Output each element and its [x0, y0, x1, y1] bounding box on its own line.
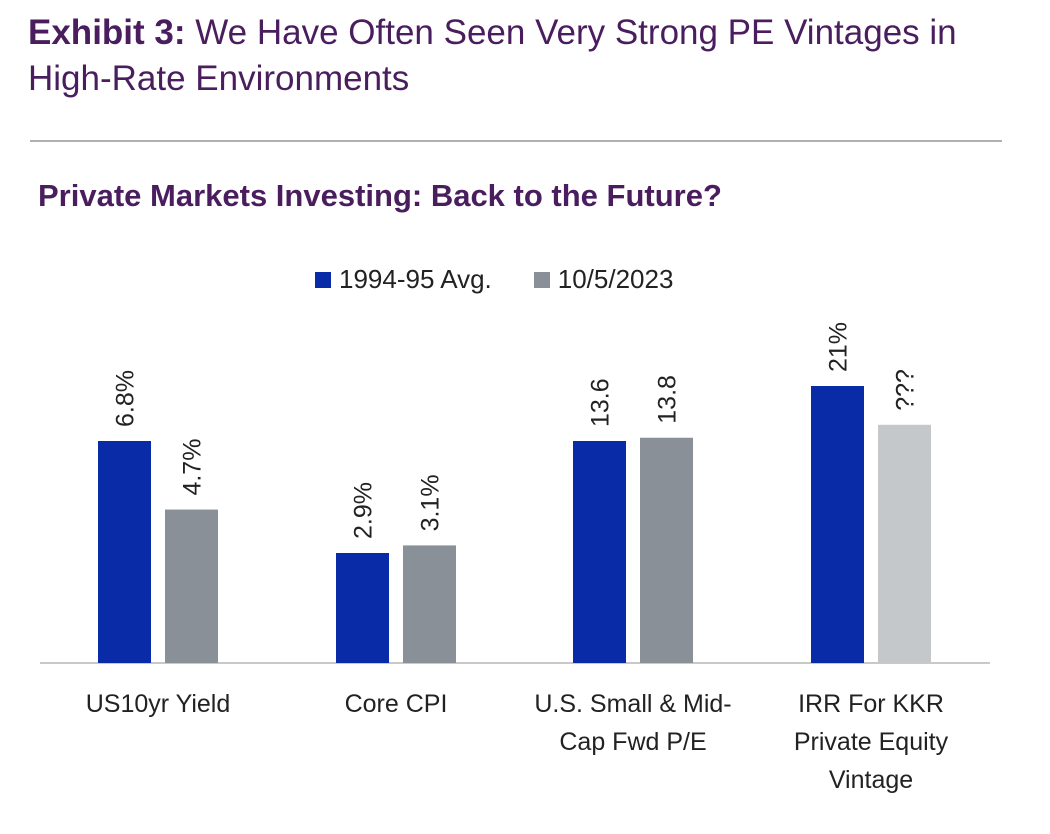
legend-item-2023: 10/5/2023	[533, 264, 674, 295]
legend-label-1994-95: 1994-95 Avg.	[339, 264, 492, 294]
x-tick-label-1: Core CPI	[344, 690, 448, 718]
data-label-bar-2023-3: ???	[892, 369, 920, 411]
bar-2023-0	[165, 509, 218, 663]
bar-2023-1	[403, 545, 456, 663]
data-label-bar-1994-95-1: 2.9%	[350, 482, 378, 539]
exhibit-title-text: We Have Often Seen Very Strong PE Vintag…	[28, 13, 957, 98]
chart-title: Private Markets Investing: Back to the F…	[38, 178, 722, 213]
legend-swatch-2023	[533, 271, 550, 288]
legend-item-1994-95: 1994-95 Avg.	[315, 264, 492, 295]
data-label-bar-2023-1: 3.1%	[417, 474, 445, 531]
data-label-bar-2023-2: 13.8	[654, 375, 682, 424]
legend-swatch-1994-95	[315, 271, 331, 288]
x-tick-label-0: US10yr Yield	[85, 690, 231, 718]
bar-1994-95-2	[573, 441, 626, 663]
chart-legend: 1994-95 Avg. 10/5/2023	[315, 264, 715, 295]
bar-1994-95-3	[811, 386, 864, 663]
bar-2023-2	[640, 437, 693, 663]
x-tick-label-3: IRR For KKR Private Equity Vintage	[793, 690, 949, 794]
x-tick-label-2: U.S. Small & Mid-Cap Fwd P/E	[534, 690, 732, 756]
legend-label-2023: 10/5/2023	[557, 264, 674, 294]
bar-1994-95-0	[98, 441, 151, 663]
title-divider	[30, 140, 1002, 142]
data-label-bar-1994-95-0: 6.8%	[112, 370, 140, 427]
exhibit-title: Exhibit 3: We Have Often Seen Very Stron…	[28, 10, 1018, 102]
data-label-bar-1994-95-3: 21%	[825, 322, 853, 372]
bar-chart: 6.8% 4.7% 2.9% 3.1% 13.6 13.8 21%???	[40, 322, 990, 664]
bar-2023-3	[878, 424, 931, 663]
exhibit-label: Exhibit 3:	[28, 13, 186, 52]
data-label-bar-1994-95-2: 13.6	[587, 378, 615, 427]
bar-1994-95-1	[336, 553, 389, 663]
data-label-bar-2023-0: 4.7%	[179, 439, 207, 496]
